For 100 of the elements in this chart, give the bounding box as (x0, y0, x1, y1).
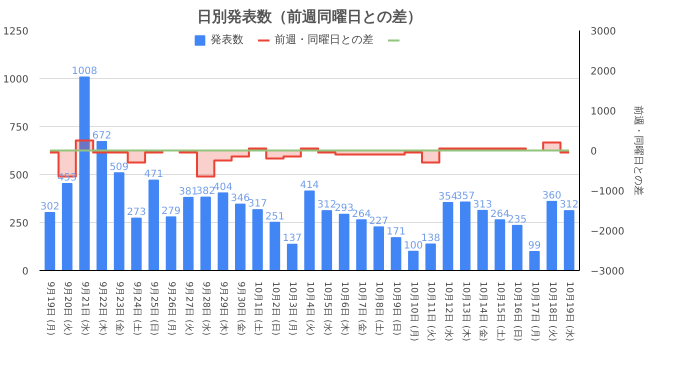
bar (529, 250, 540, 270)
y2-tick-label: −1000 (590, 186, 624, 198)
data-label: 471 (144, 169, 164, 180)
x-tick-label: 9月28日 (水) (200, 282, 212, 336)
x-tick-label: 10月15日 (土) (494, 282, 506, 342)
x-tick-label: 9月20日 (火) (62, 282, 74, 336)
x-tick-label: 9月27日 (火) (183, 282, 194, 336)
bar (62, 183, 72, 270)
data-label: 414 (300, 180, 320, 192)
bar (200, 196, 211, 270)
bar (390, 237, 402, 270)
bar (44, 212, 56, 270)
data-label: 354 (438, 192, 458, 203)
legend-label: 前週・同曜日との差 (274, 32, 374, 47)
y2-tick-label: 1000 (590, 106, 616, 118)
y2-axis-title: 前週・同曜日との差 (632, 106, 644, 196)
data-label: 273 (126, 207, 146, 218)
data-label: 317 (248, 198, 268, 210)
data-label: 293 (334, 203, 354, 214)
x-tick-label: 10月12日 (水) (442, 282, 454, 342)
data-label: 312 (560, 200, 579, 211)
x-tick-label: 10月10日 (月) (408, 282, 418, 342)
x-tick-label: 9月26日 (月) (166, 282, 176, 336)
x-tick-label: 9月22日 (木) (96, 282, 108, 336)
x-tick-label: 10月6日 (木) (339, 282, 350, 336)
bar (546, 200, 558, 270)
x-tick-label: 9月21日 (水) (80, 282, 90, 336)
x-tick-label: 10月4日 (火) (304, 282, 316, 336)
data-label: 346 (230, 193, 250, 204)
bar (564, 210, 574, 270)
data-label: 1008 (72, 66, 98, 77)
bar (494, 219, 506, 270)
bar (148, 180, 159, 270)
y2-tick-label: 3000 (590, 26, 616, 38)
x-tick-label: 9月25日 (日) (148, 282, 159, 336)
bar (235, 204, 246, 270)
x-tick-label: 10月5日 (水) (322, 282, 333, 336)
bar (322, 210, 332, 270)
x-tick-label: 10月16日 (日) (512, 282, 522, 342)
data-label: 360 (542, 190, 562, 202)
data-label: 138 (421, 233, 440, 244)
data-label: 312 (317, 200, 336, 211)
x-tick-label: 9月19日 (月) (44, 282, 55, 336)
data-label: 404 (213, 182, 233, 193)
y2-tick-label: 0 (590, 146, 597, 158)
y-tick-label: 750 (9, 122, 29, 134)
data-label: 381 (178, 186, 198, 198)
data-label: 264 (490, 208, 510, 220)
bar (442, 202, 454, 270)
bar (96, 140, 108, 270)
y-tick-label: 0 (22, 266, 29, 278)
x-tick-label: 10月9日 (日) (391, 282, 402, 336)
x-tick-label: 9月29日 (木) (218, 282, 229, 336)
bar (373, 226, 384, 270)
x-tick-label: 10月14日 (金) (478, 282, 489, 342)
bar (338, 214, 350, 270)
data-label: 251 (265, 211, 284, 222)
data-label: 137 (282, 233, 302, 244)
x-tick-label: 10月18日 (火) (546, 282, 558, 342)
bar (408, 250, 419, 270)
bar (425, 244, 436, 270)
x-tick-label: 10月3日 (月) (287, 282, 298, 336)
bar (218, 192, 228, 270)
x-tick-label: 10月1日 (土) (252, 282, 264, 336)
y2-tick-label: −3000 (590, 266, 624, 278)
data-label: 302 (40, 202, 60, 213)
bar (270, 222, 280, 270)
data-label: 235 (508, 214, 527, 226)
x-tick-label: 9月23日 (金) (114, 282, 126, 336)
data-label: 100 (404, 240, 423, 252)
bar (114, 172, 124, 270)
x-tick-label: 10月19日 (水) (564, 282, 576, 342)
y-tick-label: 250 (9, 218, 29, 230)
data-label: 382 (196, 186, 216, 198)
data-label: 672 (92, 130, 112, 142)
bar (79, 76, 90, 270)
x-tick-label: 9月24日 (土) (131, 282, 142, 336)
x-tick-label: 10月2日 (日) (270, 282, 280, 336)
y-tick-label: 1000 (3, 74, 29, 86)
bar (131, 218, 142, 270)
x-tick-label: 10月8日 (土) (374, 282, 385, 336)
data-label: 279 (161, 206, 181, 217)
data-label: 171 (386, 226, 406, 238)
chart-title: 日別発表数（前週同曜日との差） (197, 8, 422, 26)
bar (356, 219, 367, 270)
data-label: 509 (110, 162, 129, 173)
data-label: 227 (369, 216, 388, 227)
x-tick-label: 10月13日 (木) (460, 282, 472, 342)
bar (512, 224, 522, 270)
y2-tick-label: 2000 (590, 66, 616, 78)
data-label: 99 (528, 240, 541, 252)
bar (166, 216, 176, 270)
data-label: 313 (473, 199, 492, 210)
bar (183, 196, 194, 270)
bar (286, 244, 298, 270)
bar (304, 190, 315, 270)
bar (460, 201, 471, 270)
y-tick-label: 1250 (3, 26, 29, 38)
x-tick-label: 10月7日 (金) (356, 282, 368, 336)
bar (252, 209, 263, 270)
